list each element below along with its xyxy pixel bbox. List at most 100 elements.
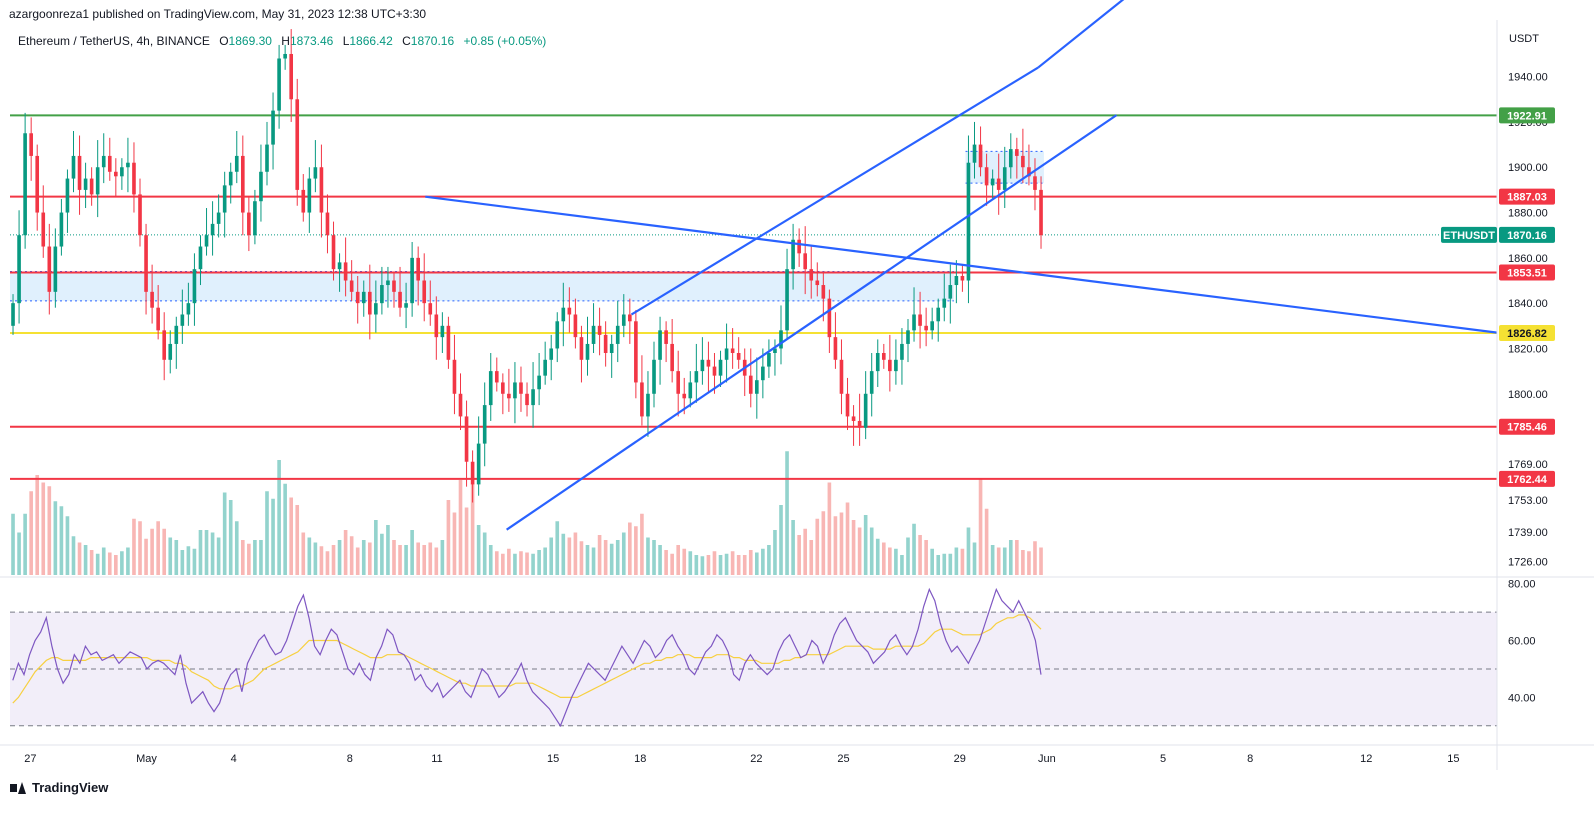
volume-bar (386, 525, 390, 575)
candle-body (803, 253, 808, 270)
candle-body (978, 144, 983, 168)
candle-body (361, 291, 366, 304)
candle-body (682, 393, 687, 399)
volume-bar (936, 555, 941, 575)
volume-bar (609, 543, 614, 575)
rsi-tick-label: 60.00 (1508, 636, 1536, 648)
volume-bar (23, 513, 27, 575)
volume-bar (984, 508, 989, 575)
volume-bar (501, 553, 505, 575)
volume-bar (434, 547, 439, 575)
volume-bar (694, 555, 699, 575)
volume-bar (410, 530, 414, 575)
volume-bar (603, 540, 608, 575)
candle-body (1002, 167, 1007, 190)
x-tick-label: 15 (1447, 753, 1459, 765)
volume-bar (446, 500, 451, 575)
volume-bar (881, 542, 886, 575)
candle-body (984, 167, 989, 186)
candle-body (628, 314, 632, 322)
candle-body (428, 303, 433, 315)
volume-bar (440, 540, 445, 575)
volume-bar (35, 475, 40, 575)
volume-bar (222, 492, 227, 575)
tradingview-footer[interactable]: TradingView (10, 780, 108, 795)
price-tick-label: 1900.00 (1508, 162, 1548, 174)
volume-bar (144, 538, 148, 575)
volume-bar (277, 460, 281, 575)
volume-bar (525, 552, 529, 575)
candle-body (640, 382, 644, 417)
volume-bar (857, 527, 862, 575)
volume-bar (488, 545, 493, 575)
trendline-3 (1037, 0, 1125, 69)
close-label: C (402, 34, 411, 48)
volume-bar (573, 532, 578, 575)
candle-body (240, 155, 245, 213)
candle-body (458, 393, 463, 417)
level-tag-1922.91: 1922.91 (1507, 110, 1547, 122)
candle-body (513, 382, 517, 399)
volume-bar (53, 501, 58, 575)
candle-body (494, 371, 499, 383)
candle-body (869, 371, 874, 394)
volume-bar (676, 545, 681, 575)
candle-layer (11, 29, 1043, 503)
candle-body (567, 307, 572, 315)
volume-bar (1002, 547, 1007, 575)
volume-bar (331, 545, 336, 575)
candle-body (265, 144, 269, 172)
open-label: O (219, 34, 229, 48)
candle-body (114, 171, 118, 177)
volume-bar (900, 555, 904, 575)
x-tick-label: 5 (1160, 753, 1166, 765)
candle-body (126, 162, 130, 168)
candle-body (1039, 189, 1043, 236)
volume-bar (216, 537, 221, 575)
volume-bar (773, 530, 777, 575)
volume-bar (210, 532, 215, 575)
volume-bar (615, 540, 620, 575)
candle-body (609, 343, 614, 353)
symbol-title[interactable]: Ethereum / TetherUS, 4h, BINANCE (18, 34, 210, 48)
level-tag-1853.51-bg (1499, 264, 1555, 281)
candle-body (730, 348, 735, 353)
open-value: 1869.30 (228, 34, 272, 48)
volume-bar (138, 521, 142, 575)
price-tick-label: 1860.00 (1508, 253, 1548, 265)
candle-body (839, 359, 844, 394)
candle-body (464, 416, 469, 462)
volume-bar (1008, 540, 1013, 575)
candle-body (349, 280, 354, 292)
volume-bar (59, 506, 64, 575)
level-tag-1826.82: 1826.82 (1507, 328, 1547, 340)
x-tick-label: 29 (954, 753, 966, 765)
candle-body (234, 155, 239, 172)
candle-body (23, 133, 27, 236)
candle-body (555, 321, 560, 349)
volume-bar (628, 522, 632, 575)
candle-body (156, 307, 160, 331)
candle-body (573, 314, 578, 338)
volume-bar (797, 535, 801, 575)
candle-body (791, 239, 795, 270)
volume-bar (77, 542, 82, 575)
volume-bar (948, 553, 953, 575)
candle-body (676, 371, 681, 394)
volume-bar (682, 548, 687, 575)
candle-body (198, 246, 203, 270)
candle-body (325, 212, 330, 236)
volume-bar (150, 528, 154, 575)
candle-body (107, 155, 112, 172)
change-value: +0.85 (+0.05%) (463, 34, 547, 48)
candle-body (132, 162, 136, 195)
candle-body (767, 353, 771, 367)
candle-body (374, 303, 378, 315)
candle-body (59, 212, 64, 247)
candle-body (313, 167, 318, 179)
volume-bar (132, 518, 136, 575)
volume-bar (174, 540, 179, 575)
candle-body (597, 325, 602, 335)
volume-bar (869, 527, 874, 575)
